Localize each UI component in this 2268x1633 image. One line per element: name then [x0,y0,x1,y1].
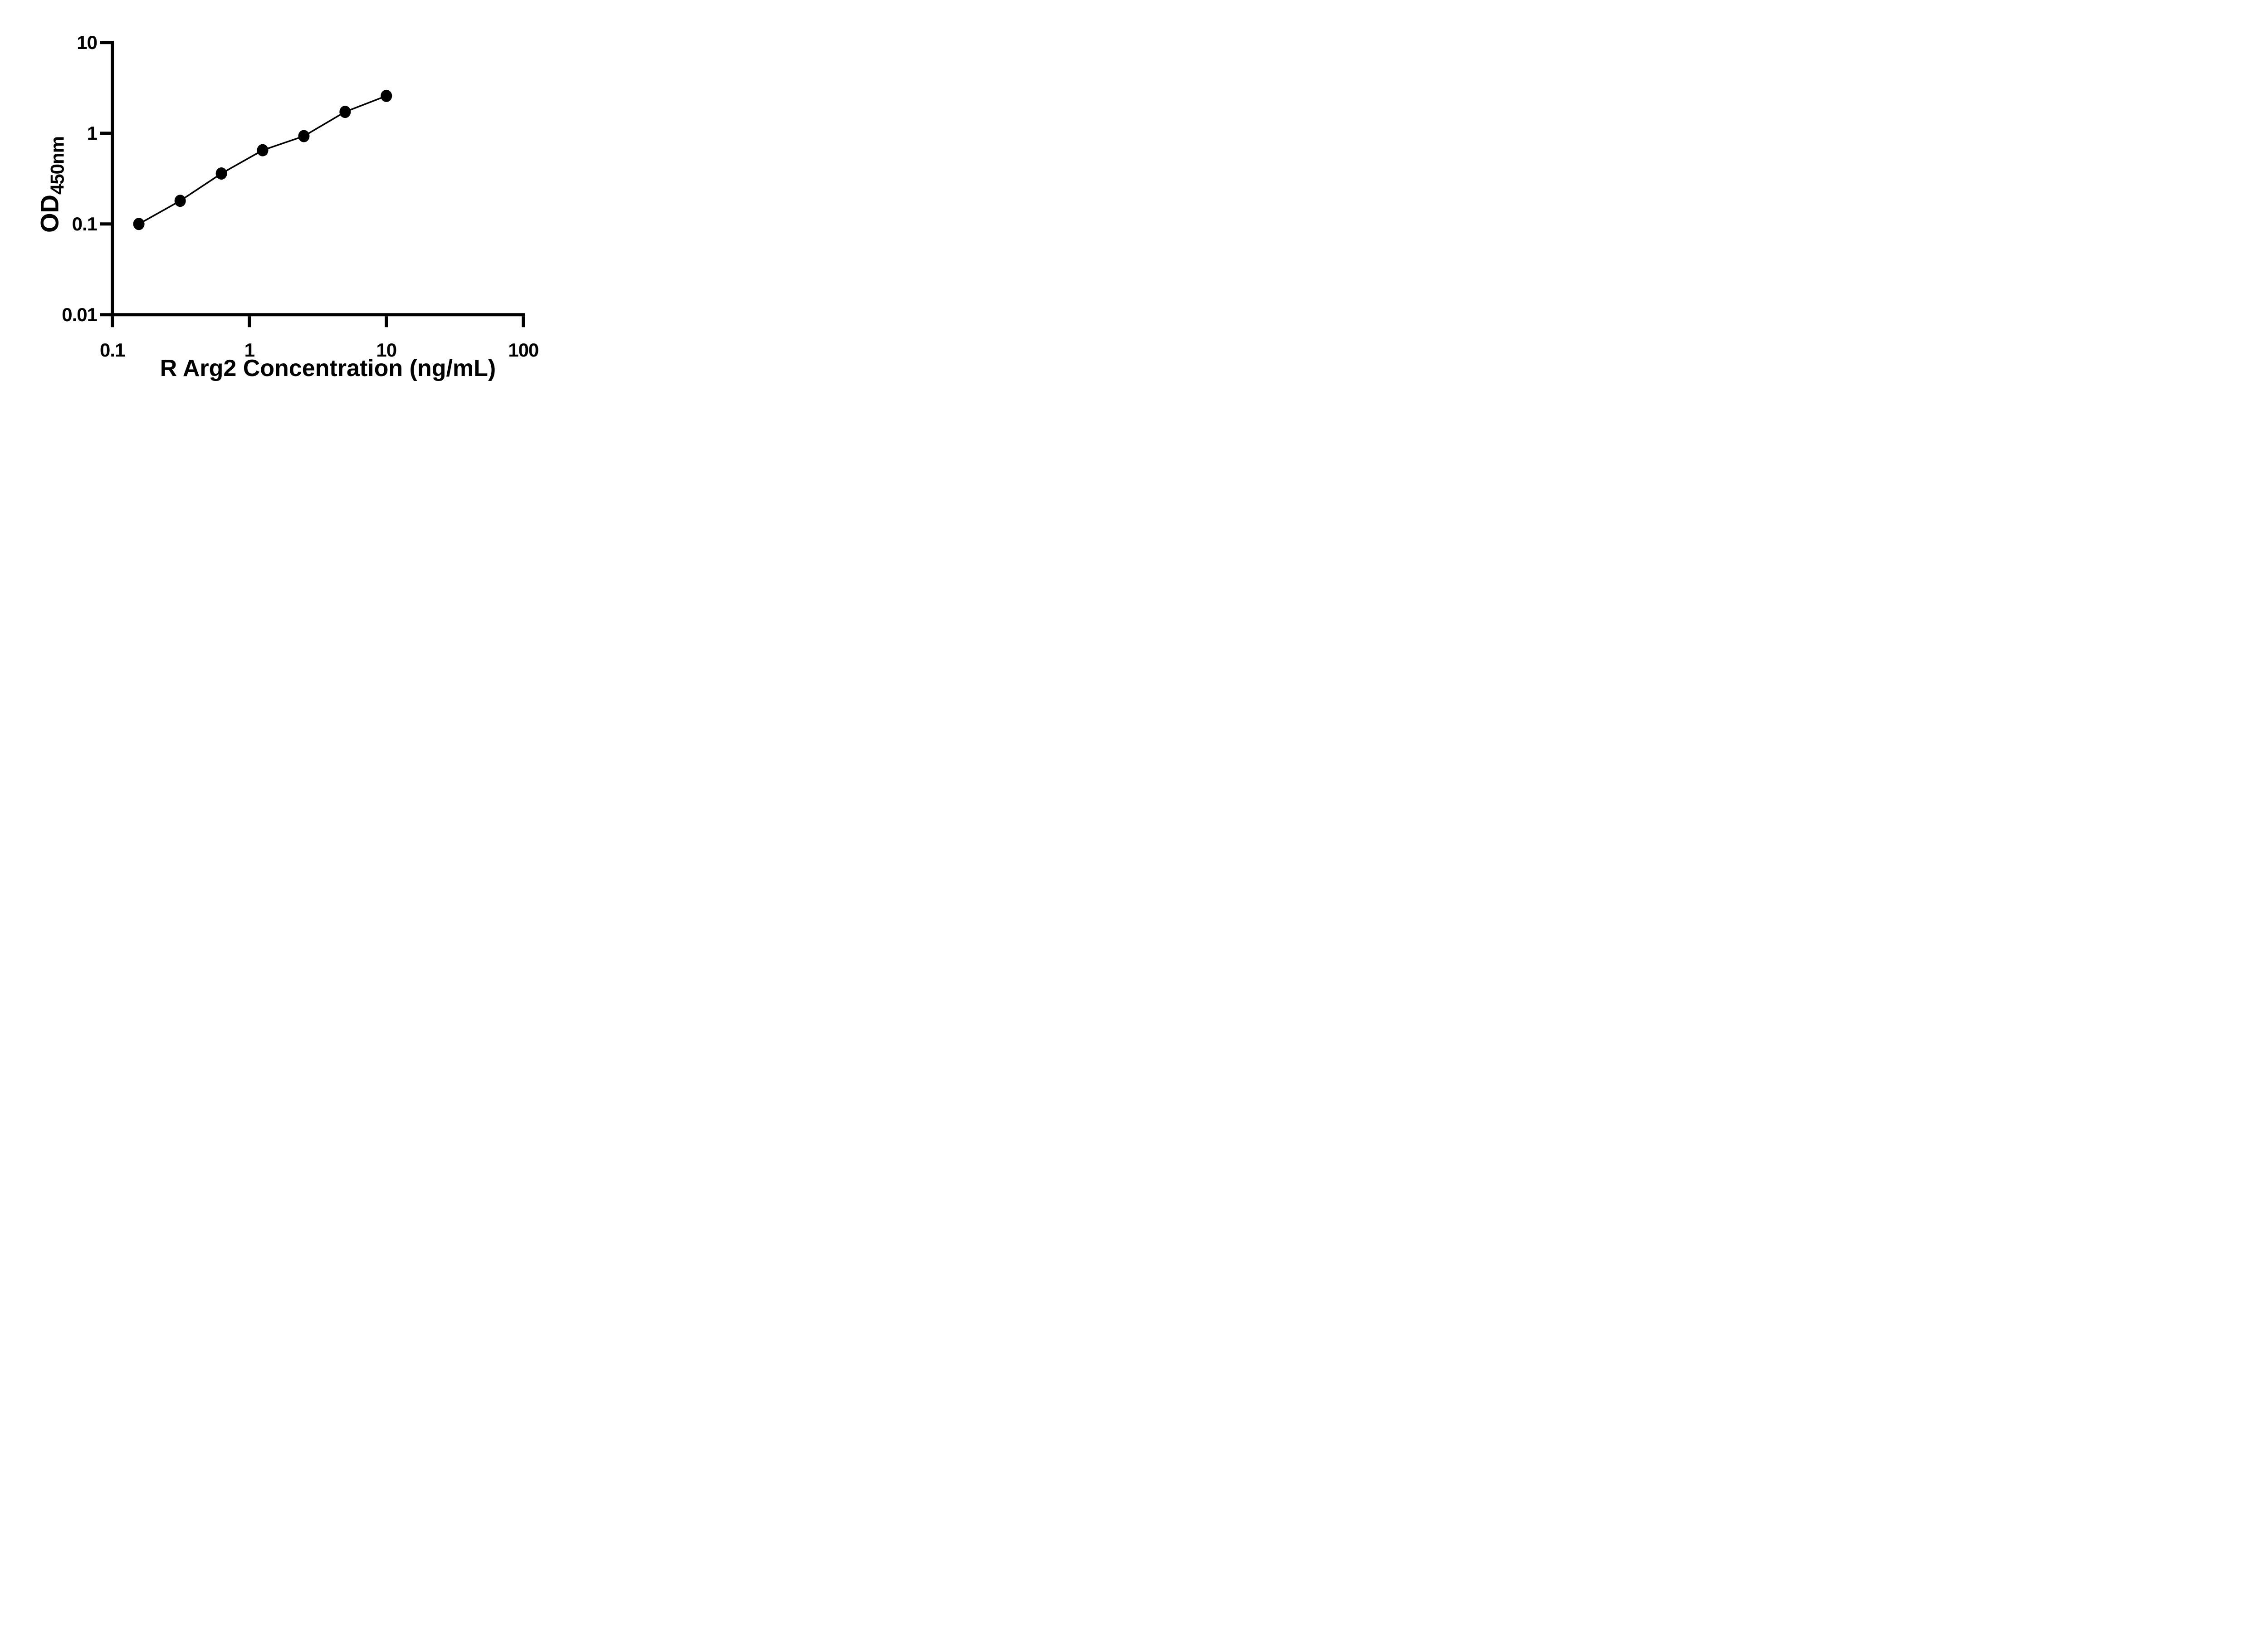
data-point-0.3125 [174,195,186,207]
x-tick-label-100: 100 [508,339,539,361]
y-tick-label-10: 10 [77,31,98,53]
y-axis-title: OD450nm [35,136,71,233]
data-point-0.156 [133,218,145,230]
y-axis-title-subscript: 450nm [46,136,68,195]
y-tick-label-0.1: 0.1 [72,213,98,235]
data-point-1.25 [257,144,269,156]
x-axis-title: R Arg2 Concentration (ng/mL) [160,355,496,381]
plot-area [100,41,525,328]
data-point-5 [339,106,351,118]
x-tick-label-10: 10 [376,339,397,361]
data-point-0.625 [215,167,227,180]
y-tick-label-0.01: 0.01 [62,303,98,325]
data-point-10 [381,89,392,102]
x-tick-label-1: 1 [244,339,255,361]
data-point-2.5 [298,130,310,142]
y-axis-title-main: OD [35,195,64,233]
y-tick-label-1: 1 [87,122,98,144]
elisa-standard-curve-chart: 10 1 0.1 0.01 0.1 1 10 100 OD450nm R Arg2 Conc… [0,0,583,408]
x-tick-label-0.1: 0.1 [100,339,125,361]
